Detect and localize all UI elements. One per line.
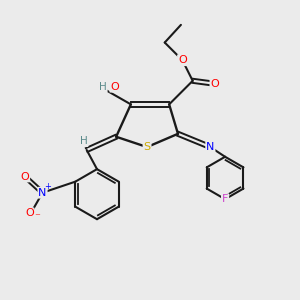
Text: S: S bbox=[143, 142, 151, 152]
Text: O: O bbox=[25, 208, 34, 218]
Text: ⁻: ⁻ bbox=[34, 213, 40, 223]
Text: +: + bbox=[44, 182, 51, 191]
Text: O: O bbox=[210, 79, 219, 89]
Text: O: O bbox=[178, 55, 187, 65]
Text: H: H bbox=[99, 82, 107, 92]
Text: N: N bbox=[206, 142, 214, 152]
Text: H: H bbox=[80, 136, 88, 146]
Text: O: O bbox=[110, 82, 119, 92]
Text: O: O bbox=[20, 172, 29, 182]
Text: N: N bbox=[38, 188, 47, 198]
Text: F: F bbox=[222, 194, 228, 204]
